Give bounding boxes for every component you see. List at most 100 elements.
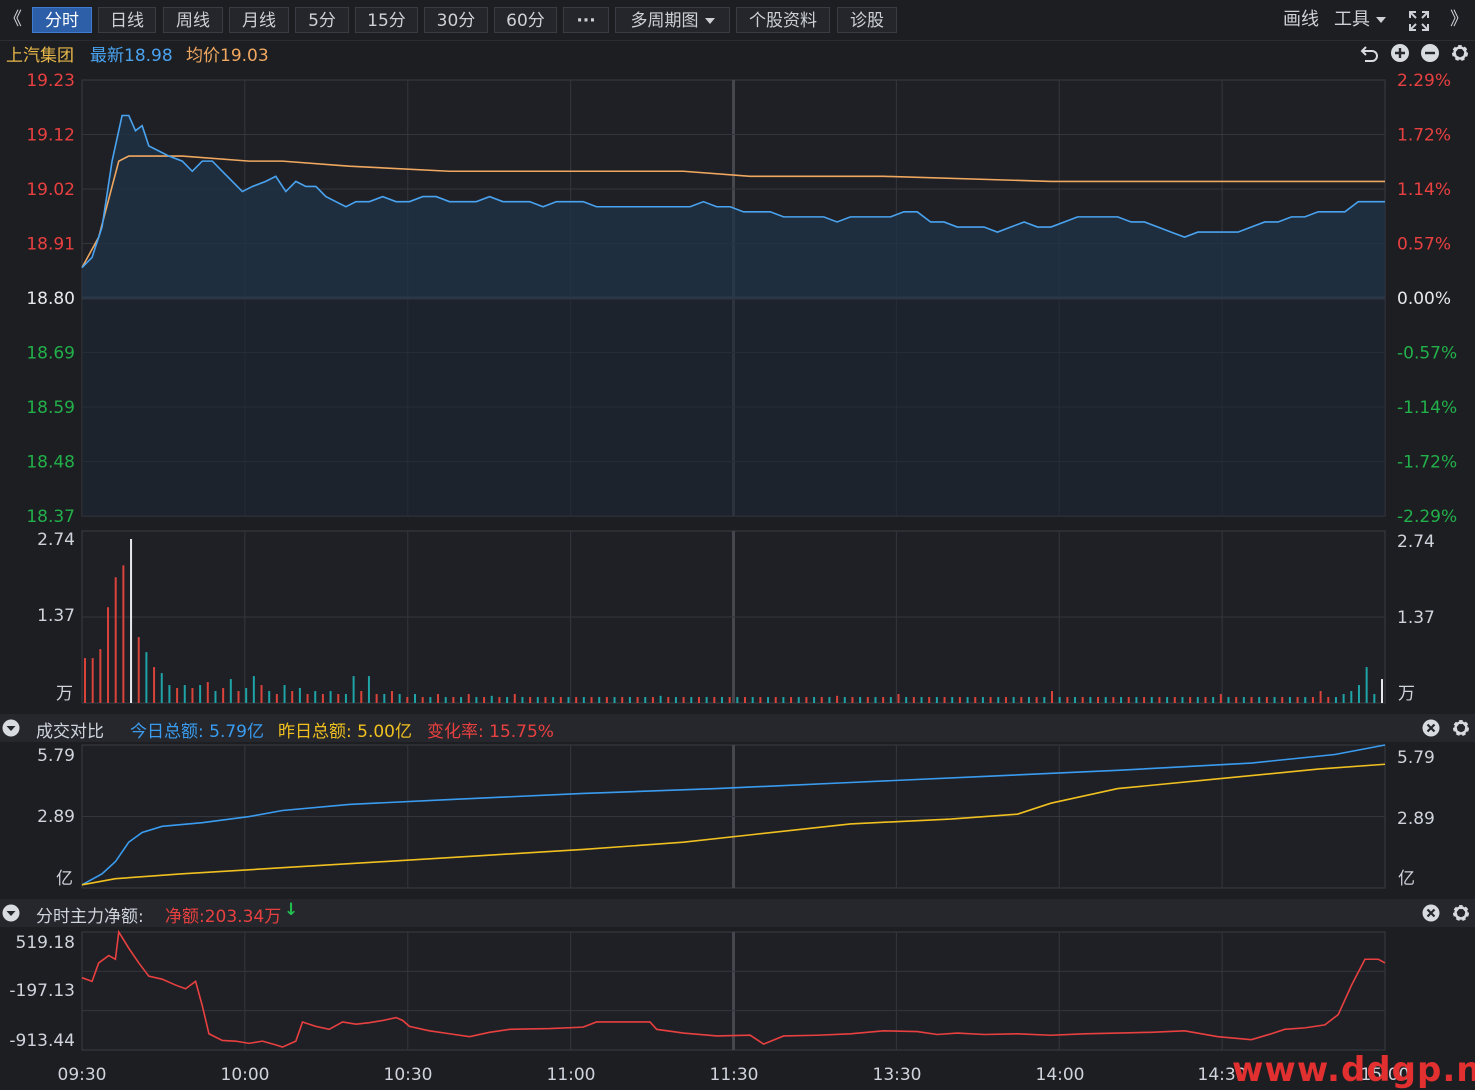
percent-tick-right: -0.57% xyxy=(1397,344,1457,364)
tab-15min[interactable]: 15分 xyxy=(355,7,418,33)
turnover-compare-panel: 5.79 5.79 2.89 2.89 xyxy=(37,744,1435,886)
intraday-chart-area: 19.23 19.12 19.02 18.91 18.80 18.69 18.59 18.48… xyxy=(9,71,1457,1085)
time-tick: 09:30 xyxy=(58,1065,107,1085)
collapse-panel-icon[interactable] xyxy=(2,904,20,922)
percent-tick-right: 1.14% xyxy=(1397,180,1451,200)
percent-tick-right: -1.72% xyxy=(1397,453,1457,473)
expand-right-button[interactable]: 》 xyxy=(1450,9,1468,30)
compare-tick-left: 5.79 xyxy=(37,746,75,766)
percent-tick-right: 1.72% xyxy=(1397,126,1451,146)
panel-settings-gear-icon[interactable] xyxy=(1451,718,1471,738)
percent-tick-right: 0.57% xyxy=(1397,235,1451,255)
percent-tick-right: -1.14% xyxy=(1397,398,1457,418)
stock-name: 上汽集团 xyxy=(6,46,74,66)
volume-tick-right: 2.74 xyxy=(1397,532,1435,552)
price-tick-left: 18.69 xyxy=(26,344,75,364)
undo-icon[interactable] xyxy=(1360,43,1380,63)
tab-stock-profile[interactable]: 个股资料 xyxy=(736,7,830,33)
net-inflow-panel: 519.18 -197.13 -913.44 xyxy=(9,929,1386,1051)
chevron-down-icon xyxy=(1376,17,1386,23)
netflow-title: 分时主力净额: xyxy=(36,907,144,927)
netflow-tick-left: -197.13 xyxy=(9,981,75,1001)
tab-monthly[interactable]: 月线 xyxy=(229,7,289,33)
tools-label: 工具 xyxy=(1334,9,1370,30)
more-periods-button[interactable]: ··· xyxy=(563,7,609,33)
watermark: www.ddgp.net xyxy=(1232,1050,1475,1090)
price-tick-left: 18.59 xyxy=(26,398,75,418)
zoom-in-icon[interactable] xyxy=(1390,43,1410,63)
compare-unit-right: 亿 xyxy=(1398,869,1415,889)
net-amount-label: 净额:203.34万 xyxy=(165,907,282,927)
time-tick: 14:30 xyxy=(1198,1065,1247,1085)
price-area-lower xyxy=(82,298,1385,516)
tab-weekly[interactable]: 周线 xyxy=(163,7,223,33)
percent-tick-right: -2.29% xyxy=(1397,507,1457,527)
time-tick: 13:30 xyxy=(873,1065,922,1085)
fullscreen-icon[interactable] xyxy=(1408,10,1430,32)
multi-period-dropdown[interactable]: 多周期图 xyxy=(615,7,730,33)
percent-tick-right: 0.00% xyxy=(1397,289,1451,309)
volume-tick-right: 1.37 xyxy=(1397,608,1435,628)
multi-period-label: 多周期图 xyxy=(630,11,699,31)
compare-tick-right: 5.79 xyxy=(1397,748,1435,768)
today-turnover-line xyxy=(81,744,1386,886)
tab-daily[interactable]: 日线 xyxy=(98,7,156,33)
price-tick-left: 19.02 xyxy=(26,180,75,200)
price-tick-left: 18.48 xyxy=(26,453,75,473)
price-tick-left: 18.91 xyxy=(26,235,75,255)
tab-5min[interactable]: 5分 xyxy=(295,7,349,33)
price-line xyxy=(81,114,1385,269)
volume-tick-left: 1.37 xyxy=(37,606,75,626)
tab-30min[interactable]: 30分 xyxy=(424,7,488,33)
price-tick-left: 19.23 xyxy=(26,71,75,91)
compare-tick-left: 2.89 xyxy=(37,807,75,827)
collapse-left-button[interactable]: 《 xyxy=(4,9,22,30)
panel-settings-gear-icon[interactable] xyxy=(1451,903,1471,923)
time-tick: 14:00 xyxy=(1036,1065,1085,1085)
time-tick: 10:30 xyxy=(384,1065,433,1085)
price-tick-left: 19.12 xyxy=(26,126,75,146)
netflow-tick-left: 519.18 xyxy=(16,933,75,953)
yesterday-total-label: 昨日总额: 5.00亿 xyxy=(278,722,412,742)
average-price: 均价19.03 xyxy=(186,46,269,66)
quote-info-row: 上汽集团 最新18.98 均价19.03 xyxy=(0,40,1475,66)
time-tick: 11:00 xyxy=(547,1065,596,1085)
collapse-panel-icon[interactable] xyxy=(2,719,20,737)
time-tick: 11:30 xyxy=(710,1065,759,1085)
close-panel-icon[interactable] xyxy=(1422,719,1440,737)
chevron-down-icon xyxy=(704,18,715,24)
tab-diagnose[interactable]: 诊股 xyxy=(837,7,897,33)
tools-dropdown[interactable]: 工具 xyxy=(1334,7,1386,33)
compare-title: 成交对比 xyxy=(36,722,104,742)
price-tick-left: 18.80 xyxy=(26,289,75,309)
volume-tick-left: 2.74 xyxy=(37,530,75,550)
compare-tick-right: 2.89 xyxy=(1397,809,1435,829)
netflow-panel-header: 分时主力净额: 净额:203.34万 ↓ xyxy=(0,899,1475,927)
compare-panel-header: 成交对比 今日总额: 5.79亿 昨日总额: 5.00亿 变化率: 15.75% xyxy=(0,714,1475,742)
close-panel-icon[interactable] xyxy=(1422,904,1440,922)
price-tick-left: 18.37 xyxy=(26,507,75,527)
price-area xyxy=(82,115,1385,298)
volume-unit-right: 万 xyxy=(1398,684,1415,704)
draw-line-button[interactable]: 画线 xyxy=(1283,9,1319,30)
net-inflow-line xyxy=(81,929,1386,1048)
zoom-out-icon[interactable] xyxy=(1420,43,1440,63)
settings-gear-icon[interactable] xyxy=(1450,43,1470,63)
tab-60min[interactable]: 60分 xyxy=(494,7,557,33)
volume-unit-left: 万 xyxy=(56,684,73,704)
latest-price: 最新18.98 xyxy=(90,46,173,66)
price-panel: 19.23 19.12 19.02 18.91 18.80 18.69 18.59 18.48… xyxy=(26,71,1457,527)
time-axis: 09:30 10:00 10:30 11:00 11:30 13:30 14:00 14:30… xyxy=(58,1065,1410,1085)
percent-tick-right: 2.29% xyxy=(1397,71,1451,91)
period-toolbar: 《 分时 日线 周线 月线 5分 15分 30分 60分 ··· 多周期图 个股… xyxy=(0,0,1475,41)
avg-price-line xyxy=(81,155,1385,268)
netflow-tick-left: -913.44 xyxy=(9,1031,75,1051)
time-tick: 10:00 xyxy=(221,1065,270,1085)
yesterday-turnover-line xyxy=(81,763,1386,886)
tab-intraday[interactable]: 分时 xyxy=(32,7,92,33)
compare-unit-left: 亿 xyxy=(56,869,73,889)
today-total-label: 今日总额: 5.79亿 xyxy=(130,722,264,742)
volume-panel: 2.74 2.74 1.37 1.37 xyxy=(37,530,1435,703)
time-tick: 15:00 xyxy=(1361,1065,1410,1085)
change-rate-label: 变化率: 15.75% xyxy=(427,722,554,742)
